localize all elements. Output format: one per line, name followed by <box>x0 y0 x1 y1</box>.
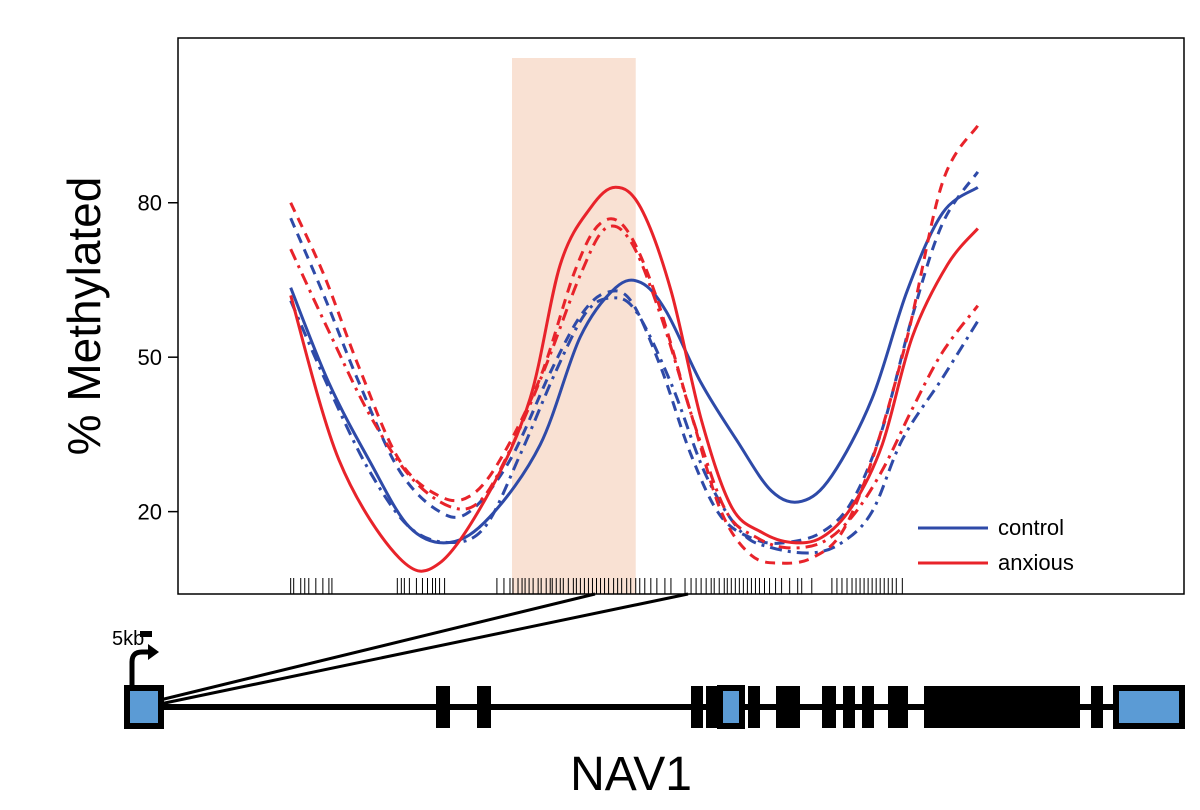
scale-bar <box>140 631 152 637</box>
exon <box>691 686 703 728</box>
y-tick-label: 20 <box>138 500 162 525</box>
exon <box>436 686 450 728</box>
tss-arrow-icon <box>129 644 159 687</box>
series-line-anxious-dashed <box>289 124 980 565</box>
exon <box>862 686 874 728</box>
zoom-connector-right <box>159 592 689 706</box>
exon <box>748 686 760 728</box>
series-line-anxious-solid <box>289 185 979 573</box>
y-axis-label: % Methylated <box>58 177 110 456</box>
exon <box>717 685 745 729</box>
gene-name: NAV1 <box>570 748 692 801</box>
exon <box>843 686 855 728</box>
plot-frame <box>177 37 1185 595</box>
legend-label-control: control <box>998 515 1064 540</box>
y-tick-label: 80 <box>138 191 162 216</box>
series-line-control-solid <box>289 186 979 545</box>
gene-model <box>124 685 1185 729</box>
zoom-connector-left <box>159 592 596 702</box>
cpg-rug <box>290 578 903 594</box>
exon <box>888 686 908 728</box>
exon <box>776 686 800 728</box>
exon <box>706 686 718 728</box>
exon-last <box>1113 685 1185 729</box>
exon <box>1091 686 1103 728</box>
legend-label-anxious: anxious <box>998 550 1074 575</box>
exon-cluster <box>924 686 1080 728</box>
exon <box>822 686 836 728</box>
scale-bar-label: 5kb <box>112 628 144 650</box>
legend: control anxious <box>918 515 1074 575</box>
series-group <box>289 124 980 573</box>
y-tick-label: 50 <box>138 345 162 370</box>
exon-first <box>124 685 164 729</box>
exon <box>477 686 491 728</box>
y-axis: 20 50 80 <box>138 191 178 525</box>
